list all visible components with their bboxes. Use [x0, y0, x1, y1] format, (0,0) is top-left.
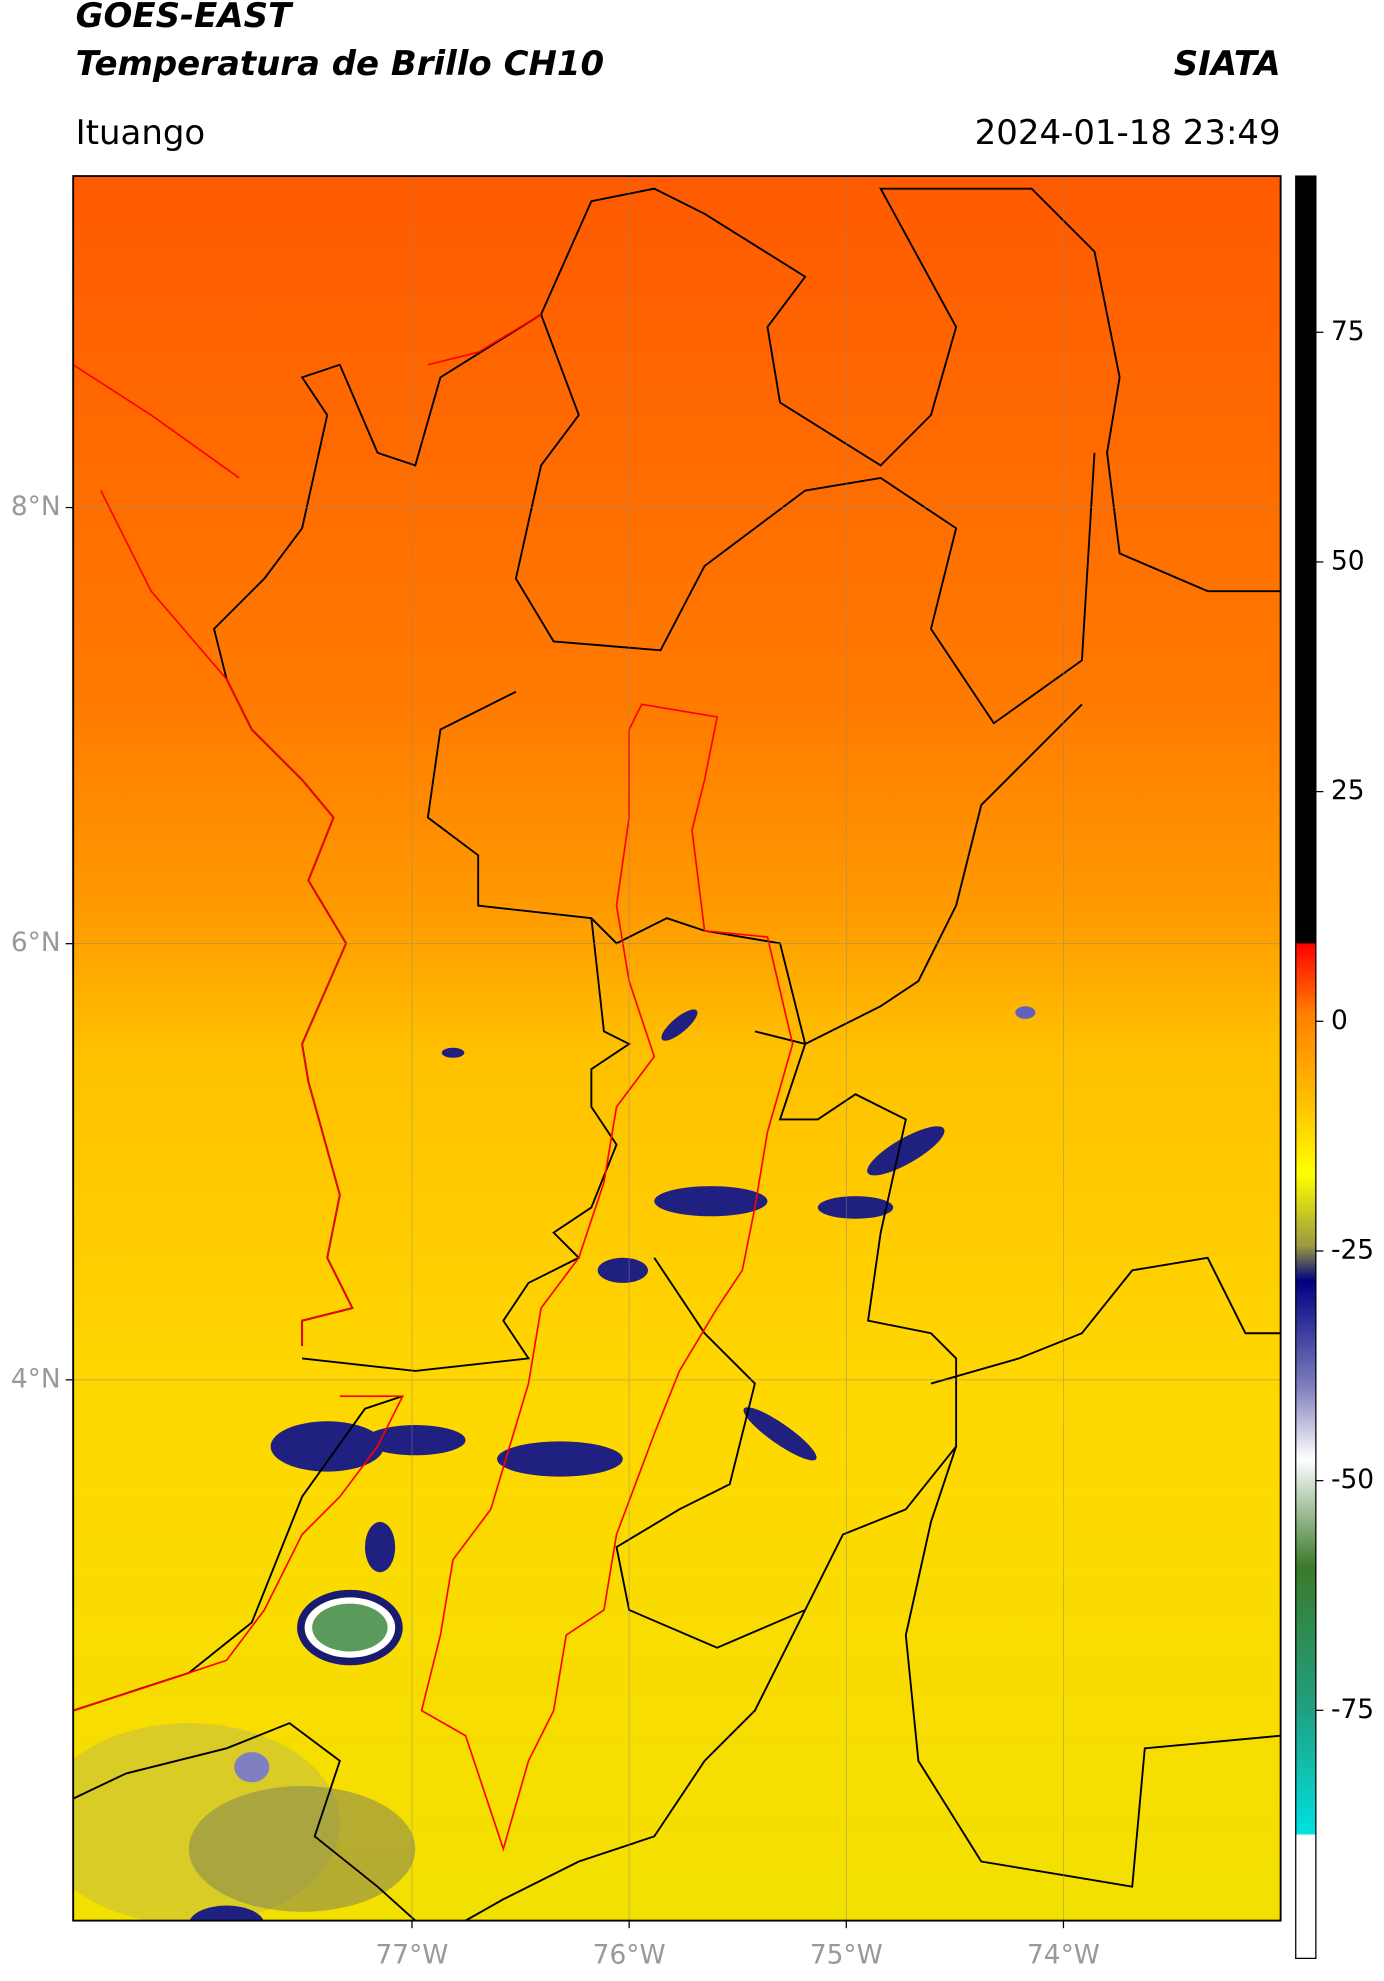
x-tick-label: 76°W — [593, 1939, 666, 1970]
title: GOES-EAST — [76, 0, 294, 36]
timestamp: 2024-01-18 23:49 — [975, 113, 1281, 153]
colorbar-tick-label: 75 — [1331, 316, 1365, 347]
map-frame — [72, 175, 1282, 1922]
x-tick-label: 77°W — [375, 1939, 448, 1970]
y-tick-label: 4°N — [11, 1363, 61, 1394]
x-tick-label: 74°W — [1027, 1939, 1100, 1970]
y-tick-label: 8°N — [11, 491, 61, 522]
colorbar-tick-label: 50 — [1331, 545, 1365, 576]
colorbar — [1295, 175, 1317, 1959]
brand: SIATA — [1174, 44, 1281, 84]
colorbar-tick-label: 0 — [1331, 1005, 1348, 1036]
location: Ituango — [76, 113, 206, 153]
y-tick-label: 6°N — [11, 927, 61, 958]
colorbar-tick-label: -25 — [1331, 1234, 1374, 1265]
x-tick-label: 75°W — [810, 1939, 883, 1970]
colorbar-tick-label: -75 — [1331, 1694, 1374, 1725]
map-image — [73, 176, 1281, 1921]
colorbar-tick-label: -50 — [1331, 1464, 1374, 1495]
subtitle: Temperatura de Brillo CH10 — [76, 44, 604, 84]
grid — [73, 176, 1281, 1921]
colorbar-tick-label: 25 — [1331, 775, 1365, 806]
